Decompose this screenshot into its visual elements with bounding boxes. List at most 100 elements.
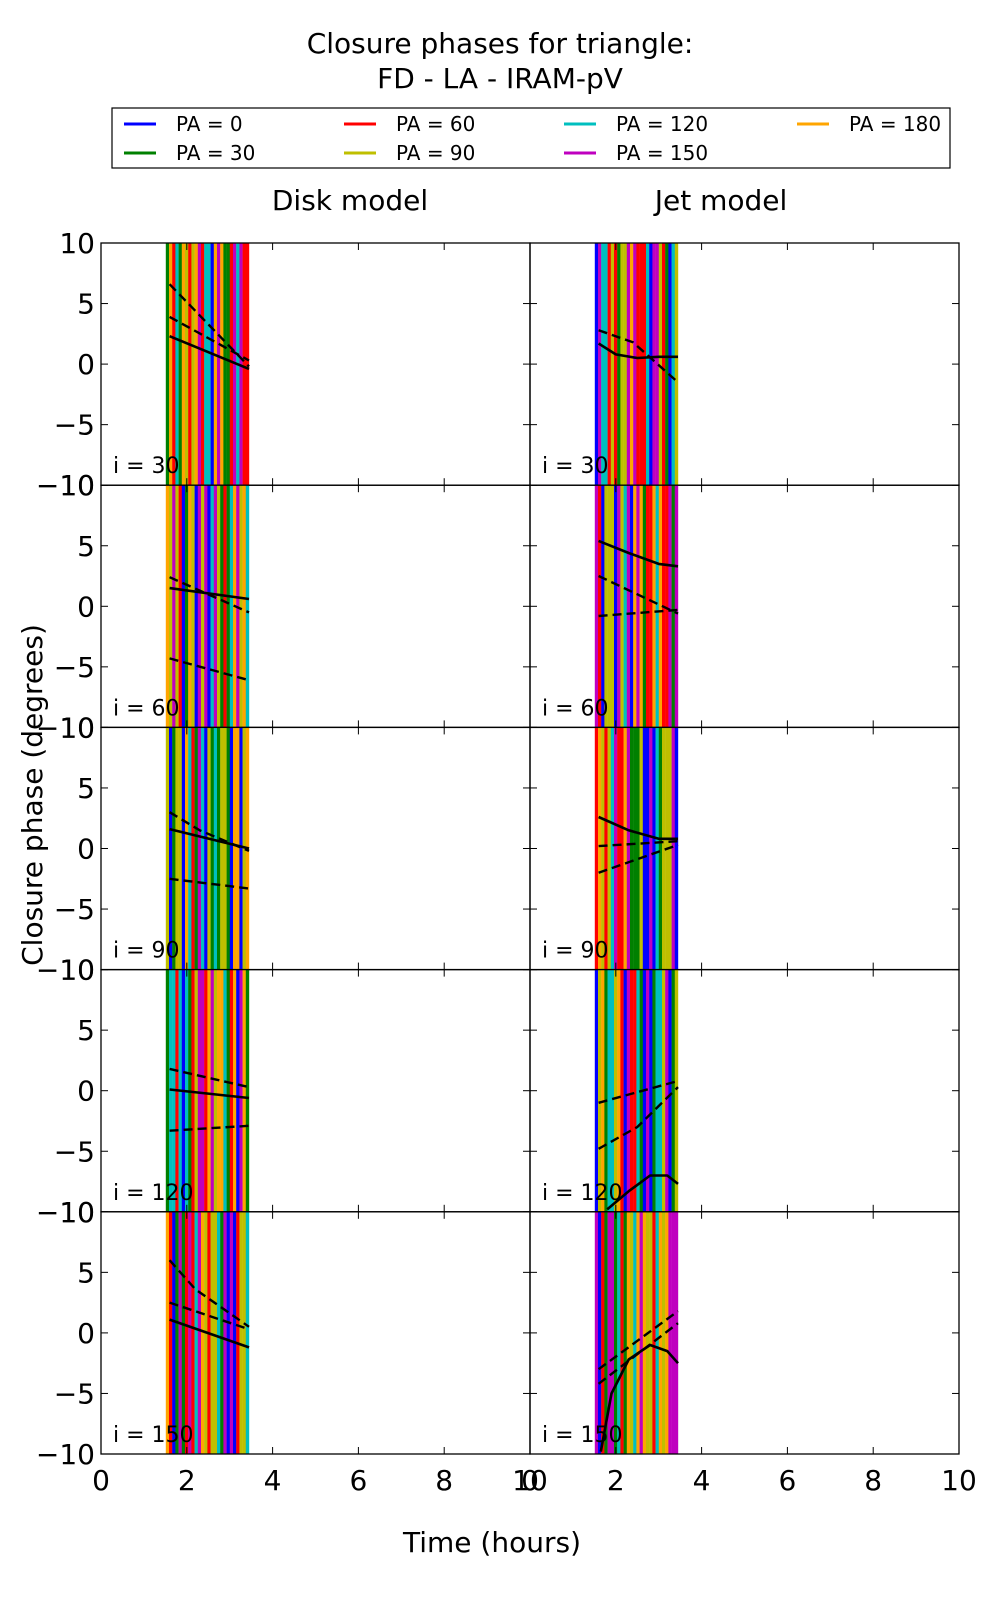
dashed-curve (598, 843, 679, 874)
dashed-curve (168, 283, 250, 368)
panel-frame (100, 968, 531, 1213)
legend-label: PA = 120 (616, 112, 708, 136)
legend-label: PA = 180 (849, 112, 941, 136)
inclination-label: i = 30 (113, 454, 180, 479)
panel-frame (100, 1211, 531, 1455)
solid-curve (169, 586, 250, 601)
x-tick-label: 4 (693, 1464, 711, 1497)
x-tick-label: 4 (264, 1464, 282, 1497)
figure-title-line1: Closure phases for triangle: (307, 27, 694, 60)
panel: i = 30 (529, 242, 960, 486)
panel: i = 60 (529, 484, 960, 729)
panel-frame (529, 1211, 960, 1455)
x-tick-label: 10 (512, 1464, 548, 1497)
solid-curve (169, 827, 250, 850)
x-tick-label: 6 (349, 1464, 367, 1497)
y-tick-label: 10 (59, 227, 95, 260)
dashed-curve (598, 574, 679, 615)
x-tick-label: 0 (521, 1464, 539, 1497)
panel-frame (100, 484, 531, 729)
solid-curve (169, 1318, 250, 1349)
solid-curve (169, 1088, 250, 1100)
x-tick-label: 10 (941, 1464, 977, 1497)
panel: i = 30 10 5 0 −5 −10 (36, 227, 531, 502)
inclination-label: i = 90 (113, 939, 180, 964)
dashed-curve (597, 1310, 679, 1371)
panel: i = 90 10 5 0 −5 −10 (36, 711, 531, 987)
y-tick-label: −5 (54, 1377, 95, 1410)
y-tick-label: −5 (54, 1135, 95, 1168)
legend-label: PA = 60 (396, 112, 475, 136)
y-tick-label: −10 (36, 711, 95, 744)
y-tick-label: 0 (77, 1075, 95, 1108)
legend-label: PA = 30 (176, 141, 255, 165)
panel: i = 120 (529, 968, 960, 1213)
x-tick-label: 2 (607, 1464, 625, 1497)
dashed-curve (169, 315, 250, 362)
y-tick-label: 5 (77, 772, 95, 805)
legend: PA = 0 PA = 30 PA = 60 PA = 90 PA = 120 PA = … (111, 107, 951, 169)
y-tick-label: 0 (77, 348, 95, 381)
panel-frame (529, 484, 960, 729)
solid-curve (599, 1343, 679, 1452)
legend-label: PA = 0 (176, 112, 243, 136)
y-tick-label: 5 (77, 288, 95, 321)
y-tick-label: −10 (36, 1438, 95, 1471)
y-tick-label: 10 (59, 1196, 95, 1229)
panel-frame (100, 242, 531, 486)
panel: i = 90 (529, 726, 960, 971)
panel: i = 60 10 5 0 −5 −10 (36, 469, 531, 744)
inclination-label: i = 60 (542, 696, 609, 721)
inclination-label: i = 90 (542, 939, 609, 964)
inclination-label: i = 60 (113, 696, 180, 721)
y-tick-label: 5 (77, 1014, 95, 1047)
x-tick-label: 2 (178, 1464, 196, 1497)
solid-curve (598, 539, 679, 568)
figure-title-line2: FD - LA - IRAM-pV (377, 62, 623, 95)
x-axis-label: Time (hours) (402, 1526, 581, 1559)
dashed-curve (598, 329, 679, 384)
y-tick-label: −5 (54, 893, 95, 926)
x-tick-label: 0 (92, 1464, 110, 1497)
solid-curve (606, 1174, 679, 1211)
inclination-label: i = 150 (113, 1423, 194, 1448)
y-tick-label: −10 (36, 954, 95, 987)
y-tick-label: 10 (59, 711, 95, 744)
y-tick-label: 0 (77, 833, 95, 866)
dashed-curve (598, 1086, 679, 1150)
x-tick-label: 6 (778, 1464, 796, 1497)
panel-frame (529, 968, 960, 1213)
solid-curve (598, 815, 678, 841)
legend-frame (111, 107, 951, 169)
panel-frame (100, 726, 531, 971)
y-tick-label: 10 (59, 469, 95, 502)
inclination-label: i = 30 (542, 454, 609, 479)
column-title-disk: Disk model (272, 184, 428, 217)
y-tick-label: 0 (77, 590, 95, 623)
x-tick-label: 8 (864, 1464, 882, 1497)
y-tick-label: −5 (54, 409, 95, 442)
y-tick-label: 0 (77, 1317, 95, 1350)
inclination-label: i = 120 (113, 1181, 194, 1206)
y-axis-label: Closure phase (degrees) (16, 624, 49, 966)
y-tick-label: 5 (77, 1256, 95, 1289)
solid-curve (597, 342, 678, 360)
panel: i = 120 10 5 0 −5 −10 (36, 954, 531, 1229)
y-tick-label: −10 (36, 1196, 95, 1229)
inclination-label: i = 120 (542, 1181, 623, 1206)
y-tick-label: 10 (59, 954, 95, 987)
legend-label: PA = 150 (616, 141, 708, 165)
inclination-label: i = 150 (542, 1423, 623, 1448)
panel-frame (529, 242, 960, 486)
panel-frame (529, 726, 960, 971)
column-title-jet: Jet model (653, 184, 788, 217)
legend-label: PA = 90 (396, 141, 475, 165)
solid-curve (169, 334, 250, 371)
x-tick-label: 8 (435, 1464, 453, 1497)
y-tick-label: −5 (54, 651, 95, 684)
y-tick-label: −10 (36, 469, 95, 502)
y-tick-label: 5 (77, 530, 95, 563)
